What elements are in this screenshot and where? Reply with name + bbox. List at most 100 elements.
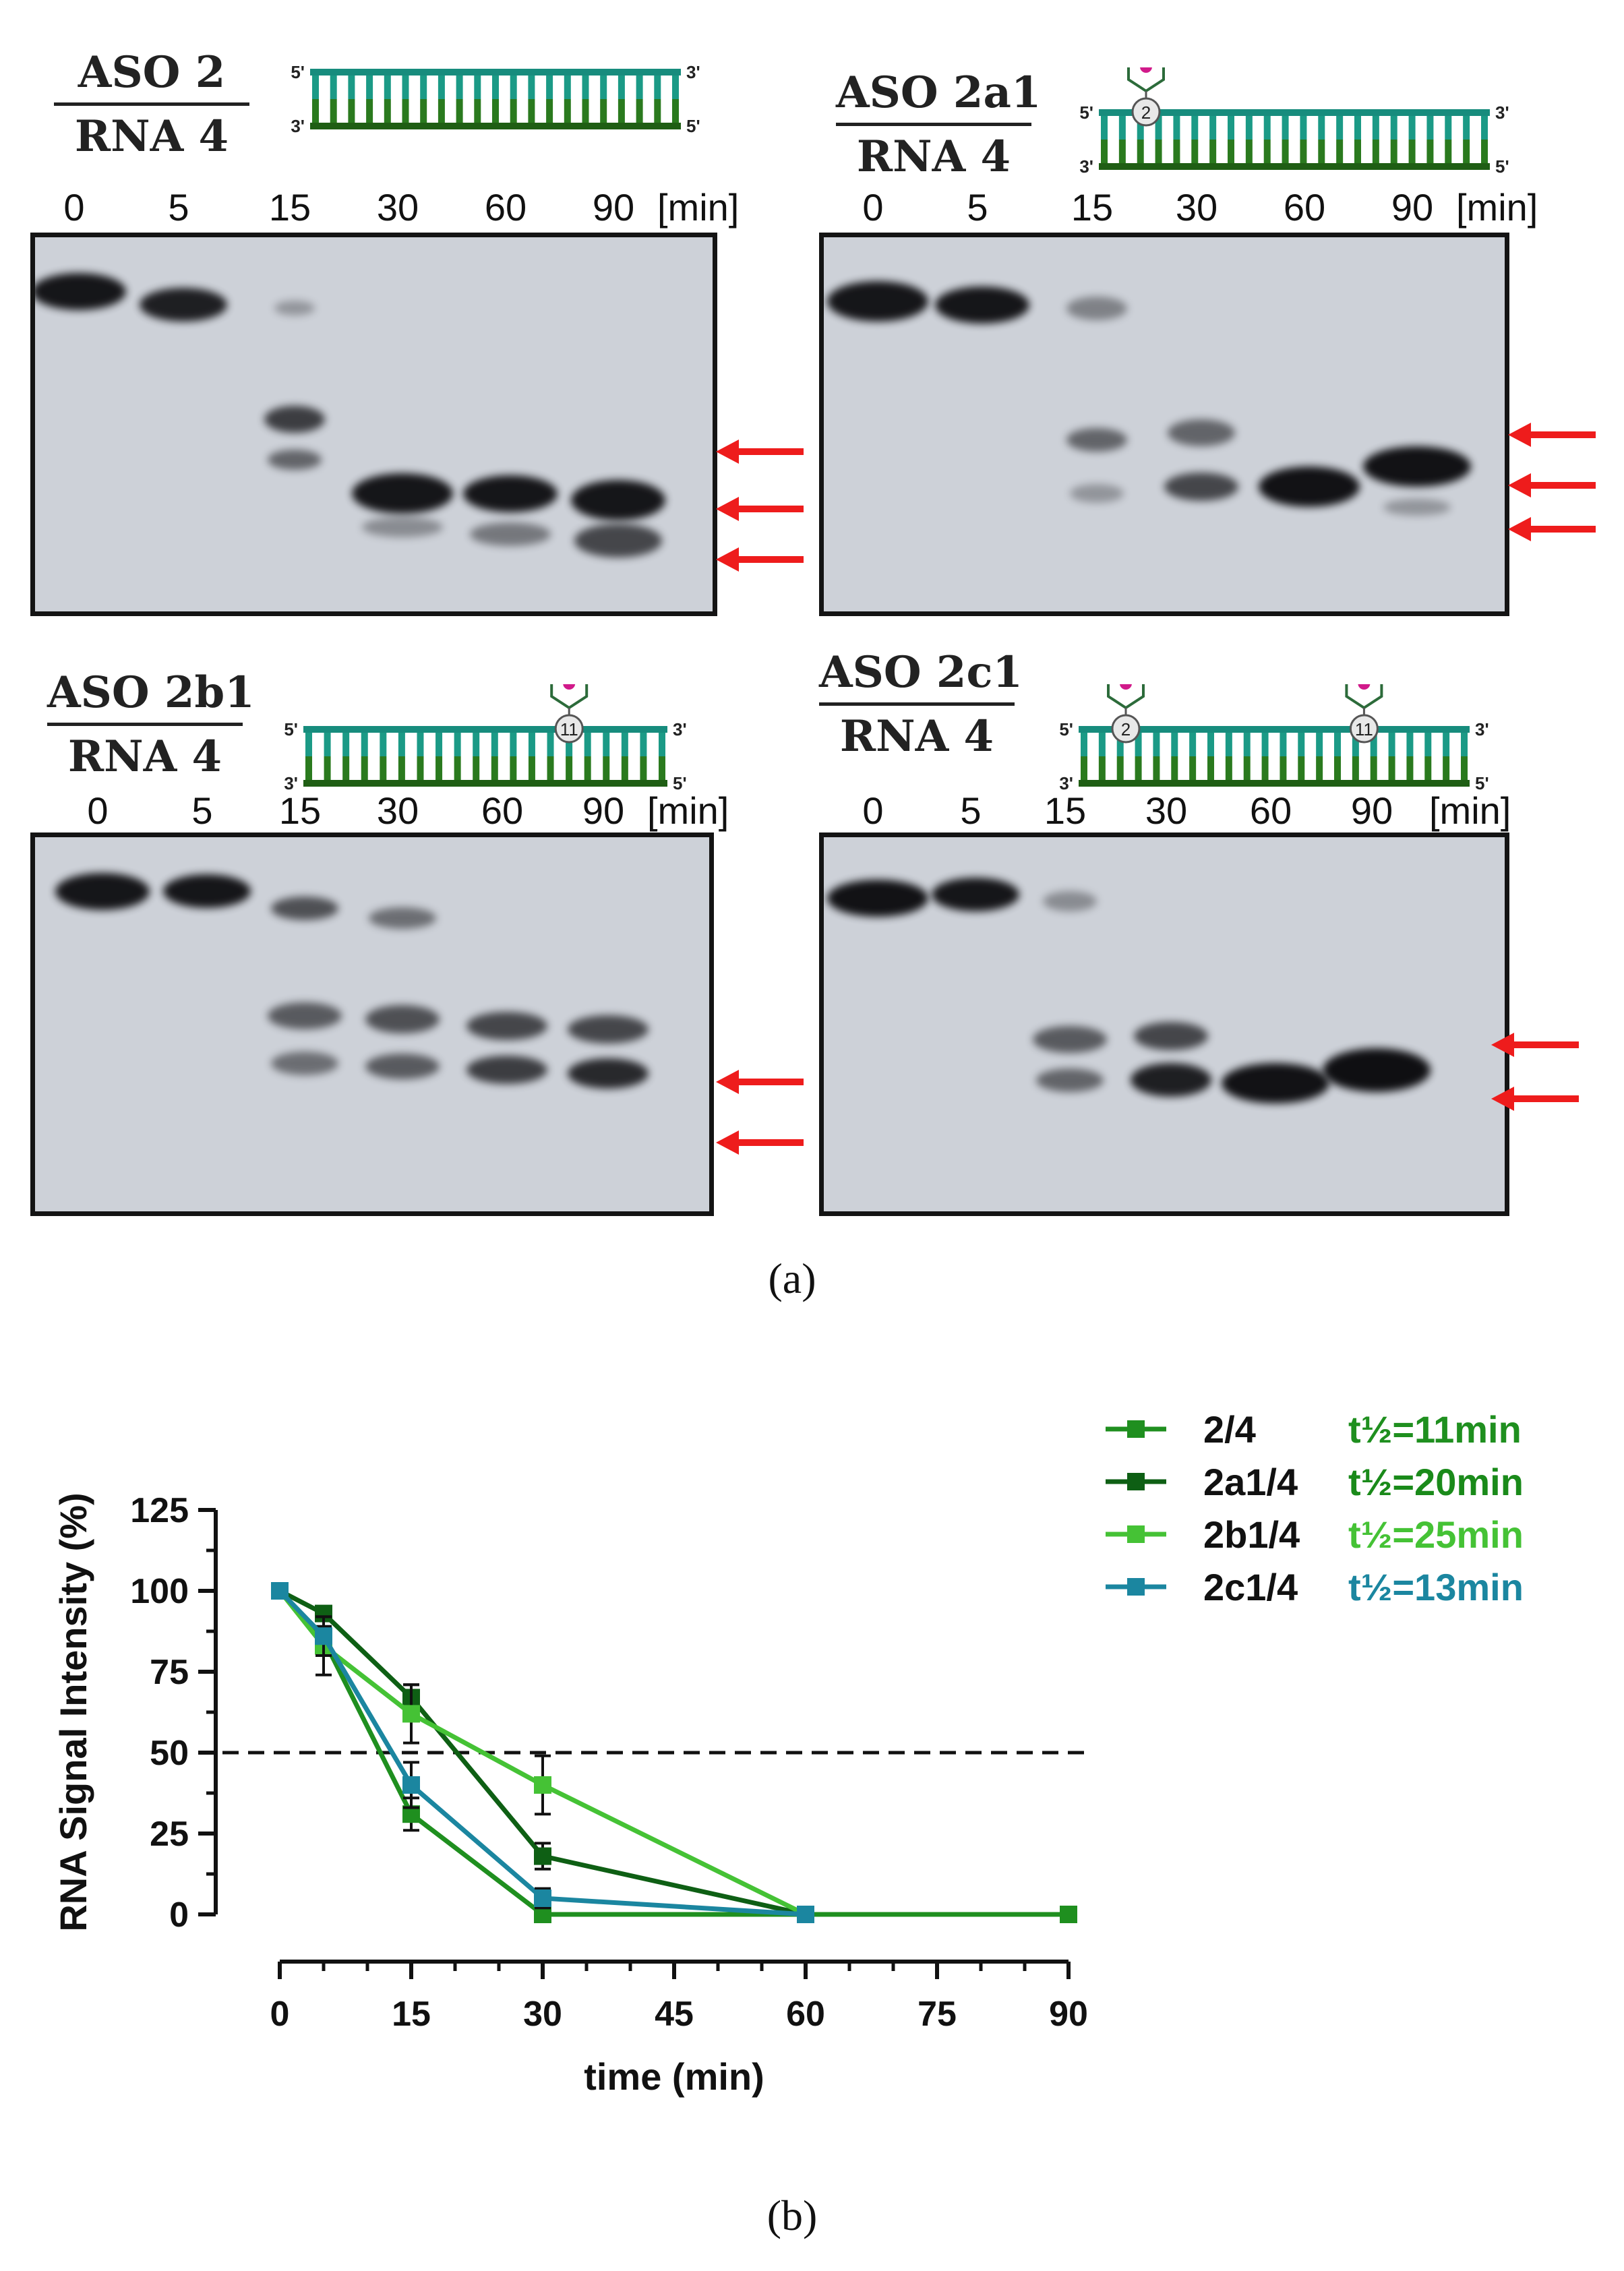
gel-band [268,1002,342,1029]
gel-band [568,1058,649,1089]
lane-label: 15 [1044,789,1087,832]
fraction-line [54,102,249,106]
lane-label: 30 [376,789,419,832]
lane-label: 90 [1350,789,1393,832]
svg-text:5': 5' [1059,719,1073,739]
data-point [534,1847,551,1865]
gel-band [274,301,315,315]
fraction-line [819,702,1015,706]
x-tick-label: 0 [270,1995,290,2034]
data-point [534,1776,551,1794]
gel-band [827,879,928,917]
duplex-schematic: 5' 3' 3' 5' 2 11 [1059,684,1489,793]
x-tick-label: 30 [523,1995,562,2034]
cleavage-arrow [716,497,804,521]
legend-label: 2c1/4 [1203,1566,1298,1608]
gel-band [1383,498,1451,516]
svg-text:3': 3' [673,719,687,739]
gel-band [467,1012,547,1040]
legend-marker [1127,1578,1145,1596]
gel-band [271,1051,338,1075]
gel-title-rna: RNA 4 [74,111,229,162]
lane-label: 60 [1249,789,1292,832]
gel-band [271,896,338,920]
cleavage-arrow [1491,1033,1579,1057]
gel-band [470,522,551,546]
gel-band [1164,473,1238,501]
svg-text:11: 11 [560,719,578,739]
gel-image [30,233,717,616]
gel-band [463,475,558,512]
x-tick-label: 60 [786,1995,825,2034]
gel-band [467,1056,547,1084]
gel-band [365,1005,440,1033]
legend-halflife: t½=20min [1348,1461,1524,1503]
cleavage-arrow [716,547,804,572]
lane-label: 90 [582,789,625,832]
legend-marker [1127,1420,1145,1438]
svg-text:3': 3' [686,62,700,82]
duplex-schematic: 5' 3' 3' 5' 11 [284,684,687,793]
gel-title-aso: ASO 2c1 [819,647,1023,698]
gel-title-aso: ASO 2a1 [836,67,1042,118]
gel-band [1043,891,1097,911]
unit-label: [min] [1429,789,1511,832]
svg-text:2: 2 [1121,719,1131,739]
gel-band [268,450,322,470]
cleavage-arrow [1491,1087,1579,1111]
gel-band [1363,446,1471,487]
gel-band [1033,1026,1107,1053]
gel-image [30,832,714,1216]
svg-text:5': 5' [686,116,700,136]
data-point [402,1705,420,1723]
data-point [797,1906,814,1923]
legend-halflife: t½=25min [1348,1513,1524,1556]
gel-band [1131,1063,1211,1097]
svg-text:3': 3' [1475,719,1489,739]
x-tick-label: 90 [1049,1995,1088,2034]
legend-label: 2b1/4 [1203,1513,1300,1556]
lane-label: 5 [960,789,982,832]
cleavage-arrow [1508,473,1596,497]
gel-band [1066,296,1127,320]
gel-title-aso: ASO 2b1 [47,667,255,718]
lane-label: 30 [376,186,419,229]
legend-halflife: t½=11min [1348,1408,1522,1451]
legend-halflife: t½=13min [1348,1566,1524,1608]
gel-band [571,480,665,520]
y-tick-label: 75 [150,1653,189,1692]
lane-label: 60 [484,186,527,229]
y-tick-label: 125 [130,1491,189,1530]
lane-label: 30 [1175,186,1218,229]
fraction-line [47,723,243,726]
cleavage-arrow [716,1070,804,1094]
unit-label: [min] [647,789,729,832]
gel-band [935,286,1029,324]
lane-label: 5 [967,186,988,229]
gel-band [1259,466,1360,507]
data-point [402,1776,420,1794]
gel-band [1168,419,1235,446]
gel-band [1066,427,1127,452]
unit-label: [min] [657,186,740,229]
lane-label: 15 [268,186,311,229]
lane-label: 5 [168,186,189,229]
lane-label: 15 [278,789,322,832]
lane-label: 5 [191,789,213,832]
gel-band [35,272,126,310]
half-life-chart: 0 25 50 75 100 125 0 15 30 45 60 75 90 time (min) RNA … [52,1408,1524,2098]
gel-title-rna: RNA 4 [839,711,994,762]
lane-label: 60 [481,789,524,832]
gel-band [1070,484,1124,503]
gel-band [55,872,150,910]
legend-label: 2/4 [1203,1408,1256,1451]
y-tick-label: 0 [169,1896,189,1935]
svg-text:3': 3' [1079,156,1093,177]
svg-text:2: 2 [1141,102,1151,123]
cleavage-arrow [716,440,804,464]
gel-band [365,1054,440,1079]
legend-marker [1127,1525,1145,1543]
duplex-schematic: 5' 3' 3' 5' 2 [1079,67,1509,177]
series-2c1/4 [271,1582,814,1923]
svg-text:3': 3' [1059,773,1073,793]
